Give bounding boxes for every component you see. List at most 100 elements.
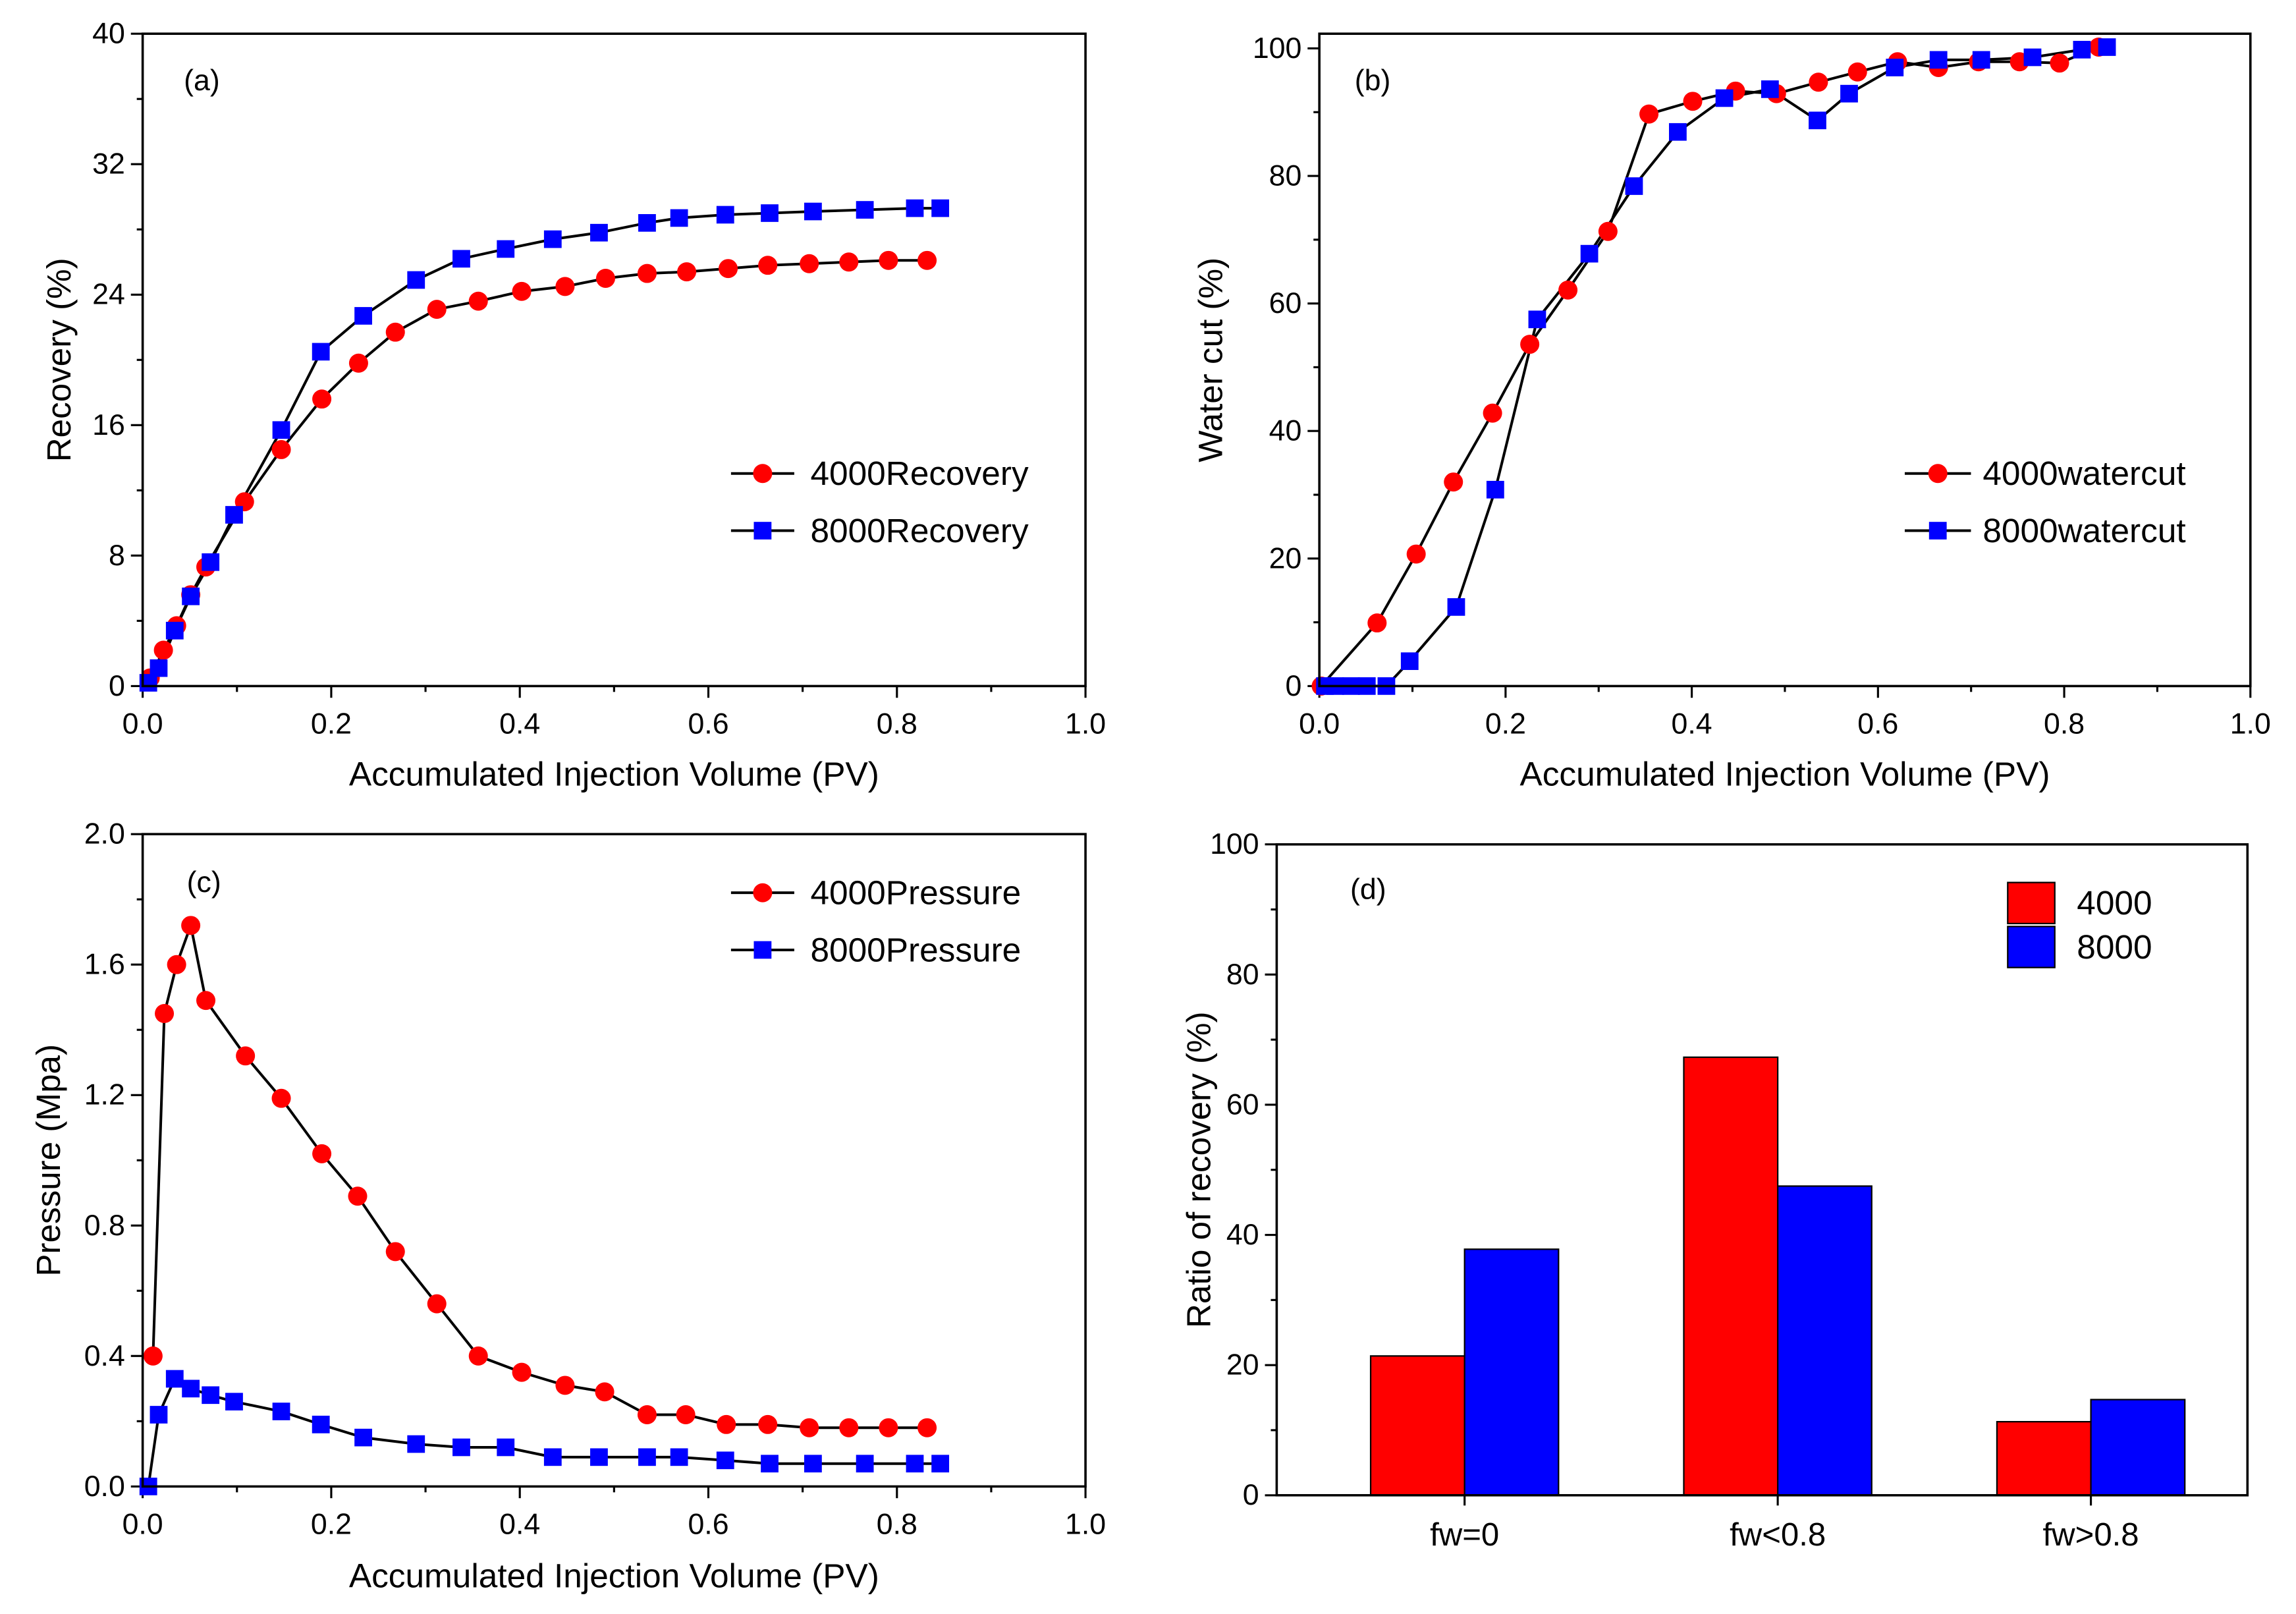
y-tick-label: 24	[92, 279, 125, 311]
data-point-4000pressure	[196, 991, 216, 1011]
data-point-8000watercut	[1715, 89, 1734, 107]
panel-label: (a)	[184, 65, 220, 97]
data-point-4000recovery	[879, 250, 898, 270]
legend-swatch-4000	[2007, 881, 2056, 925]
legend-marker-4000pressure	[753, 883, 773, 903]
data-point-4000recovery	[555, 277, 575, 296]
x-tick-label: 1.0	[1065, 1509, 1106, 1541]
y-axis-label: Ratio of recovery (%)	[1180, 1011, 1217, 1328]
data-point-4000watercut	[1847, 62, 1867, 82]
data-point-8000watercut	[1972, 51, 1990, 69]
x-tick-label: 0.0	[1299, 708, 1340, 740]
data-point-4000pressure	[167, 955, 186, 974]
data-point-8000pressure	[202, 1386, 220, 1405]
y-tick-label: 100	[1253, 32, 1302, 65]
x-tick-label: 0.6	[688, 1509, 728, 1541]
data-point-4000pressure	[758, 1414, 778, 1434]
data-point-8000recovery	[312, 343, 330, 361]
plot-frame	[1318, 32, 2252, 688]
data-point-4000pressure	[271, 1088, 291, 1108]
data-point-8000pressure	[931, 1455, 950, 1473]
x-axis-label: Accumulated Injection Volume (PV)	[349, 755, 879, 793]
data-point-8000pressure	[312, 1415, 330, 1433]
data-point-8000pressure	[497, 1438, 515, 1457]
data-point-8000recovery	[804, 202, 822, 221]
panel-label: (d)	[1350, 874, 1386, 906]
x-tick-label: 0.6	[1857, 708, 1898, 740]
data-point-4000recovery	[153, 640, 173, 660]
data-point-4000pressure	[917, 1418, 937, 1437]
data-point-4000pressure	[385, 1242, 405, 1262]
data-point-4000recovery	[427, 300, 447, 320]
data-point-4000recovery	[312, 389, 332, 409]
data-point-4000watercut	[1483, 403, 1502, 423]
data-point-4000watercut	[1558, 280, 1578, 300]
data-point-4000recovery	[385, 322, 405, 342]
data-point-8000watercut	[1809, 111, 1826, 130]
bar-8000-fw-gt-0-8	[2090, 1399, 2186, 1496]
data-point-8000watercut	[2023, 48, 2042, 67]
y-tick-label: 80	[1226, 959, 1259, 991]
x-tick-label: 1.0	[1065, 708, 1106, 740]
data-point-4000watercut	[1520, 335, 1540, 354]
y-tick-label: 40	[92, 18, 125, 50]
data-point-4000pressure	[348, 1186, 368, 1206]
x-tick-label: 0.2	[311, 1509, 352, 1541]
panel-c: 0.0 0.4 0.8 1.2 1.6 2.0 0.0 0.2 0.4 0.6 0.8 1.0 4000…	[30, 818, 1106, 1595]
y-tick-label: 0.0	[84, 1470, 125, 1503]
data-point-4000pressure	[839, 1418, 859, 1437]
bar-4000-fw-lt-0-8	[1683, 1056, 1779, 1496]
data-point-8000recovery	[225, 506, 243, 524]
data-point-8000pressure	[761, 1455, 779, 1473]
data-point-8000watercut	[2098, 38, 2116, 56]
data-point-8000recovery	[716, 206, 734, 224]
panel-b: 0 20 40 60 80 100 0.0 0.2 0.4 0.6 0.8 1.0 4000waterc…	[1191, 32, 2270, 793]
x-tick-label: 0.2	[311, 708, 352, 740]
data-point-4000pressure	[637, 1405, 657, 1424]
x-tick-label: 0.8	[877, 708, 917, 740]
data-point-8000watercut	[1528, 310, 1546, 329]
data-point-8000recovery	[354, 307, 372, 325]
legend-label-4000recovery: 4000Recovery	[810, 455, 1029, 492]
data-point-8000watercut	[1580, 244, 1599, 263]
x-tick-label: 0.4	[499, 1509, 540, 1541]
series-line-8000recovery	[147, 207, 941, 684]
data-point-8000watercut	[1486, 480, 1504, 499]
data-point-8000recovery	[452, 250, 470, 268]
y-tick-label: 60	[1269, 287, 1302, 320]
data-point-8000pressure	[590, 1448, 608, 1466]
data-point-8000recovery	[150, 659, 168, 677]
panel-label: (c)	[187, 866, 221, 899]
series-line-4000pressure	[151, 924, 927, 1430]
data-point-4000pressure	[879, 1418, 898, 1437]
data-point-8000recovery	[202, 553, 220, 571]
data-point-4000recovery	[677, 262, 697, 282]
data-point-8000recovery	[543, 230, 562, 248]
data-point-4000recovery	[917, 250, 937, 270]
data-point-8000pressure	[670, 1448, 688, 1466]
bar-4000-fw-eq-0	[1369, 1355, 1465, 1496]
data-point-8000recovery	[761, 204, 779, 222]
y-tick-label: 1.6	[84, 949, 125, 981]
data-point-8000pressure	[638, 1448, 656, 1466]
y-axis-label: Water cut (%)	[1191, 258, 1229, 462]
data-point-8000watercut	[1886, 59, 1904, 76]
y-tick-label: 0	[1286, 670, 1302, 702]
data-point-4000pressure	[800, 1418, 819, 1437]
x-tick-label: 0.4	[1672, 708, 1712, 740]
x-tick-label: 0.8	[877, 1509, 917, 1541]
y-tick-label: 16	[92, 409, 125, 441]
y-tick-label: 80	[1269, 160, 1302, 192]
data-point-4000pressure	[143, 1346, 163, 1366]
data-point-8000pressure	[354, 1428, 372, 1447]
panel-d: 0 20 40 60 80 100 fw=0 fw<0.8 fw>0.8 4000 8000 Rati…	[1180, 828, 2249, 1553]
x-category-label: fw>0.8	[2043, 1517, 2139, 1553]
data-point-4000recovery	[468, 291, 488, 311]
data-point-4000pressure	[512, 1362, 532, 1382]
data-point-8000watercut	[2073, 41, 2091, 59]
data-point-8000recovery	[407, 271, 425, 289]
data-point-8000pressure	[716, 1451, 734, 1470]
series-line-8000watercut	[1325, 45, 2108, 688]
y-tick-label: 0.4	[84, 1340, 125, 1372]
data-point-4000recovery	[637, 264, 657, 283]
